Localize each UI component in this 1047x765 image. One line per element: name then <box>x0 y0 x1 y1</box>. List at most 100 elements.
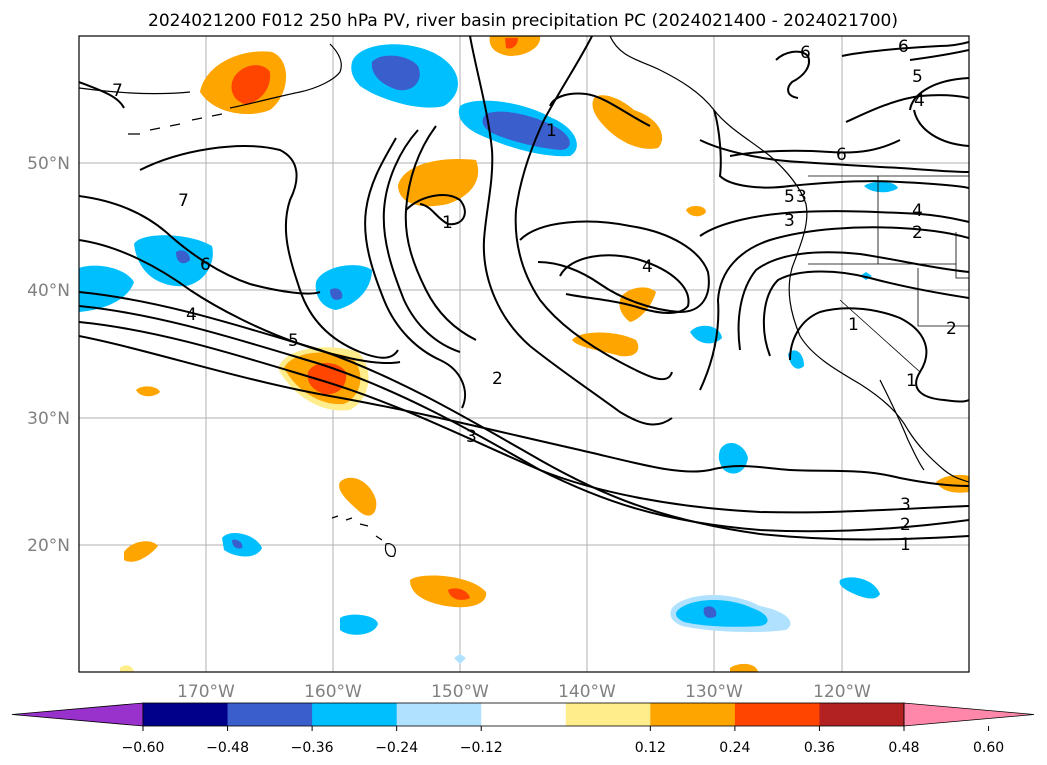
pv-contour-12 <box>405 194 466 226</box>
pv-label: 1 <box>900 535 911 555</box>
pv-label: 7 <box>178 191 189 211</box>
precip-negative-blob <box>676 599 768 627</box>
precip-negative-blob <box>454 654 466 664</box>
precip-negative-core <box>703 606 717 618</box>
map-content: 7 6 5 4 3 2 1 1 2 3 4 5 6 7 1 4 1 2 3 4 … <box>79 36 969 672</box>
precip-positive-blob <box>398 159 479 207</box>
lon-tick-label: 160°W <box>304 682 362 702</box>
colorbar-tick-label: −0.60 <box>122 740 165 756</box>
precip-negative-blob <box>788 350 804 369</box>
colorbar-tick-label: 0.60 <box>973 740 1004 756</box>
colorbar-tick-label: −0.24 <box>375 740 418 756</box>
colorbar-segment <box>819 703 905 726</box>
lon-tick-label: 130°W <box>685 682 743 702</box>
pv-label: 3 <box>466 427 477 447</box>
precip-negative-core <box>176 250 190 264</box>
lon-tick-label: 170°W <box>177 682 235 702</box>
precip-negative-blob <box>79 265 134 312</box>
precip-negative-blob <box>315 265 372 310</box>
pv-contour-24 <box>699 139 969 173</box>
precip-positive-core <box>307 363 347 395</box>
pv-contour-labels: 7 6 5 4 3 2 1 1 2 3 4 5 6 7 1 4 1 2 3 4 … <box>112 37 957 555</box>
pv-label: 6 <box>200 255 211 275</box>
pv-contour-30 <box>913 109 969 147</box>
pv-label: 2 <box>946 319 957 339</box>
precip-negative-blob <box>839 577 880 599</box>
pv-label: 5 <box>288 331 299 351</box>
pv-label: 1 <box>906 371 917 391</box>
pv-contour-10 <box>382 129 461 353</box>
lat-tick-label: 30°N <box>27 409 70 429</box>
lat-tick-label: 40°N <box>27 281 70 301</box>
colorbar-segment <box>396 703 482 726</box>
colorbar <box>11 702 1035 727</box>
pv-contour-15 <box>519 220 710 314</box>
pv-label: 1 <box>442 213 453 233</box>
colorbar-tick-label: 0.36 <box>804 740 835 756</box>
pv-label: 2 <box>912 223 923 243</box>
pv-label: 3 <box>796 187 807 207</box>
precip-positive-blob <box>410 575 487 608</box>
pv-contour-4 <box>79 291 969 541</box>
figure-title: 2024021200 F012 250 hPa PV, river basin … <box>148 11 898 31</box>
pv-contour-18 <box>713 109 969 189</box>
lat-tick-label: 20°N <box>27 536 70 556</box>
pv-contour-13 <box>469 36 673 426</box>
precip-positive-core <box>505 38 518 49</box>
precip-negative-core <box>232 539 243 549</box>
pv-label: 6 <box>800 43 811 63</box>
pv-label: 2 <box>900 515 911 535</box>
pv-contour-9 <box>364 137 466 409</box>
pv-label: 4 <box>914 91 925 111</box>
precip-positive-blob <box>339 477 377 516</box>
baja-coast <box>879 379 925 471</box>
precip-positive-blob <box>572 332 639 357</box>
pv-label: 5 <box>784 187 795 207</box>
precip-negative-blob <box>690 325 722 344</box>
colorbar-extend-high <box>903 702 1035 727</box>
colorbar-segment <box>734 703 820 726</box>
latitude-ticks: 50°N 40°N 30°N 20°N <box>27 154 70 556</box>
pv-label: 6 <box>836 145 847 165</box>
colorbar-tick-label: 0.12 <box>635 740 666 756</box>
precip-negative-core <box>482 111 570 150</box>
pv-label: 4 <box>642 257 653 277</box>
pv-contour-5 <box>79 239 401 365</box>
pv-contour-7 <box>79 81 125 109</box>
pv-contour-26 <box>841 41 969 57</box>
pv-label: 4 <box>912 201 923 221</box>
pv-contour-31 <box>729 139 901 157</box>
precip-positive-blob <box>730 663 758 672</box>
alaska-islands <box>128 113 223 135</box>
colorbar-tick-label: −0.48 <box>206 740 249 756</box>
colorbar-segment <box>565 703 651 726</box>
pv-contour-11 <box>404 125 477 341</box>
lon-tick-label: 140°W <box>558 682 616 702</box>
pv-contour-25 <box>909 77 969 111</box>
pv-label: 4 <box>186 305 197 325</box>
precip-positive-blob <box>619 287 656 322</box>
pv-label: 2 <box>492 369 503 389</box>
pv-contour-19 <box>699 210 969 237</box>
map-frame <box>78 35 970 673</box>
state-borders <box>808 176 969 373</box>
colorbar-tick-label: 0.24 <box>719 740 750 756</box>
precip-negative-core <box>330 288 343 300</box>
precip-positive-blob <box>136 386 160 397</box>
pv-contour-17 <box>549 92 651 127</box>
pv-contour-14 <box>514 36 673 381</box>
pv-contours <box>79 36 969 541</box>
lon-tick-label: 120°W <box>813 682 871 702</box>
pv-contour-1 <box>79 335 969 487</box>
pv-label: 1 <box>546 121 557 141</box>
precip-positive-blob <box>124 541 158 562</box>
pv-contour-3 <box>79 305 969 533</box>
coastlines <box>79 36 969 557</box>
colorbar-frame <box>142 702 905 727</box>
longitude-ticks: 170°W 160°W 150°W 140°W 130°W 120°W <box>177 682 871 702</box>
precip-negative-blob <box>864 181 898 193</box>
pv-label: 6 <box>898 37 909 57</box>
pv-contour-21 <box>737 251 969 351</box>
precip-negative-blob <box>134 235 213 287</box>
